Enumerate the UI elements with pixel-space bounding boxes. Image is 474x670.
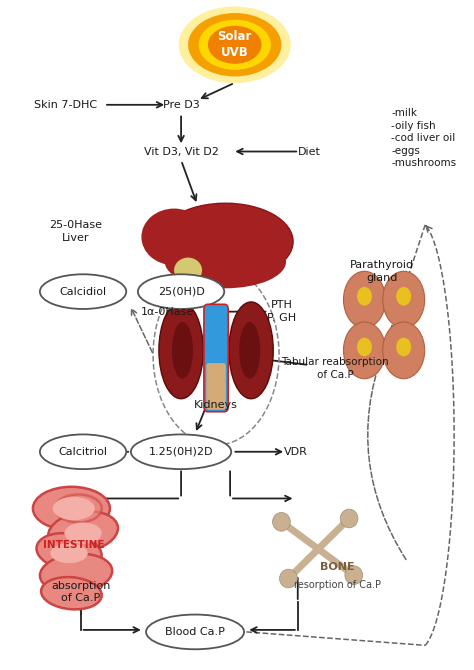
Ellipse shape	[345, 566, 363, 584]
Ellipse shape	[208, 25, 262, 64]
Ellipse shape	[138, 274, 224, 309]
Text: Parathyroid
gland: Parathyroid gland	[350, 261, 414, 283]
Ellipse shape	[199, 19, 271, 70]
Text: 25-0Hase
Liver: 25-0Hase Liver	[50, 220, 102, 243]
Text: -milk
-oily fish
-cod liver oil
-eggs
-mushrooms: -milk -oily fish -cod liver oil -eggs -m…	[391, 109, 456, 168]
Ellipse shape	[239, 322, 260, 379]
Ellipse shape	[357, 338, 372, 356]
Text: Kidneys: Kidneys	[194, 400, 238, 410]
Ellipse shape	[383, 322, 425, 379]
Ellipse shape	[165, 235, 286, 288]
Ellipse shape	[146, 614, 244, 649]
Text: Pre D3: Pre D3	[163, 100, 200, 110]
Ellipse shape	[40, 434, 126, 469]
FancyBboxPatch shape	[206, 363, 226, 410]
Ellipse shape	[48, 511, 118, 552]
Text: absorption
of Ca.P: absorption of Ca.P	[51, 581, 110, 603]
Ellipse shape	[40, 553, 112, 593]
Ellipse shape	[344, 271, 385, 328]
Ellipse shape	[55, 494, 102, 523]
Ellipse shape	[179, 7, 291, 83]
Text: Blood Ca.P: Blood Ca.P	[165, 627, 225, 637]
Text: INTESTINE: INTESTINE	[43, 540, 104, 550]
FancyBboxPatch shape	[204, 304, 228, 412]
Ellipse shape	[340, 509, 358, 528]
Text: Calcitriol: Calcitriol	[59, 447, 108, 457]
Ellipse shape	[50, 543, 88, 563]
Text: VDR: VDR	[283, 447, 307, 457]
Text: PTH
P. GH: PTH P. GH	[267, 300, 296, 323]
Ellipse shape	[158, 203, 293, 280]
Ellipse shape	[396, 338, 411, 356]
Ellipse shape	[36, 533, 101, 571]
Ellipse shape	[344, 322, 385, 379]
Ellipse shape	[383, 271, 425, 328]
Ellipse shape	[131, 434, 231, 469]
Text: Tabular reabsorption
of Ca.P: Tabular reabsorption of Ca.P	[281, 356, 389, 380]
Ellipse shape	[40, 274, 126, 309]
Ellipse shape	[141, 208, 207, 265]
Text: Diet: Diet	[298, 147, 321, 157]
Ellipse shape	[273, 513, 290, 531]
Text: 1.25(0H)2D: 1.25(0H)2D	[149, 447, 213, 457]
Text: BONE: BONE	[320, 561, 355, 572]
Text: Solar
UVB: Solar UVB	[218, 30, 252, 59]
Ellipse shape	[357, 287, 372, 306]
Text: 1α-0Hase: 1α-0Hase	[140, 307, 194, 317]
Ellipse shape	[159, 302, 203, 399]
Ellipse shape	[174, 257, 202, 283]
Text: 25(0H)D: 25(0H)D	[158, 287, 204, 297]
Ellipse shape	[172, 322, 193, 379]
Text: resorption of Ca.P: resorption of Ca.P	[294, 580, 381, 590]
Ellipse shape	[188, 13, 282, 76]
Ellipse shape	[53, 496, 95, 520]
Ellipse shape	[280, 570, 297, 588]
Ellipse shape	[396, 287, 411, 306]
Ellipse shape	[33, 487, 110, 530]
Ellipse shape	[64, 523, 102, 544]
Ellipse shape	[41, 577, 102, 610]
Text: Vit D3, Vit D2: Vit D3, Vit D2	[144, 147, 219, 157]
Ellipse shape	[229, 302, 273, 399]
Text: Skin 7-DHC: Skin 7-DHC	[34, 100, 97, 110]
Text: Calcidiol: Calcidiol	[60, 287, 107, 297]
